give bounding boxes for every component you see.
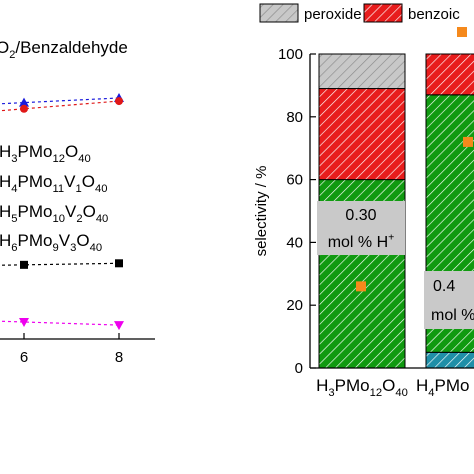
right-bar-chart: peroxide benzoic selectivity / % 0.30 mol …: [253, 3, 474, 399]
left-line-chart: O2/Benzaldehyde H3PMo12O40 H4PMo11V1O40 H5…: [0, 38, 155, 366]
data-point: [19, 97, 29, 107]
legend: H3PMo12O40 H4PMo11V1O40 H5PMo10V2O40 H6PMo9…: [0, 142, 108, 254]
legend-marker: [457, 27, 467, 37]
legend: peroxide benzoic: [259, 3, 460, 23]
series-line: [0, 320, 120, 326]
data-point: [19, 318, 29, 328]
series-line: [0, 262, 120, 266]
axes: 0 20 40 60 80 100: [278, 46, 474, 377]
data-point: [20, 104, 28, 113]
legend-swatch-hatch: [259, 3, 299, 23]
y-tick-label: 80: [286, 109, 303, 126]
bar-segment-hatch: [318, 53, 406, 90]
y-tick-label: 60: [286, 172, 303, 189]
points-group: [356, 27, 473, 292]
data-point: [463, 136, 473, 147]
legend-entry: H4PMo11V1O40: [0, 172, 107, 195]
data-point: [20, 260, 28, 269]
bar-segment-hatch: [318, 88, 406, 181]
legend-label: peroxide: [304, 6, 362, 23]
legend-entry: H5PMo10V2O40: [0, 202, 108, 225]
legend-swatch-hatch: [363, 3, 403, 23]
y-tick-label: 40: [286, 234, 303, 251]
annotation-box: [424, 271, 474, 329]
annotations: 0.30 mol % H+ 0.4 mol %: [317, 201, 474, 329]
data-point: [115, 97, 123, 106]
annotation-line1: 0.30: [345, 207, 376, 224]
y-axis-label: selectivity / %: [253, 166, 270, 257]
y-tick-label: 100: [278, 46, 303, 63]
x-tick-label: H4PMo: [416, 376, 470, 399]
series-line: [0, 97, 120, 105]
x-tick-label: H3PMo12O40: [316, 376, 408, 399]
legend-entry: H6PMo9V3O40: [0, 231, 102, 254]
data-point: [115, 259, 123, 268]
x-tick-label: 6: [20, 349, 28, 366]
data-point: [356, 281, 366, 292]
annotation-line1: 0.4: [433, 278, 455, 295]
annotation-line2: mol %: [431, 307, 474, 324]
data-point: [114, 321, 124, 331]
annotation-line2: mol % H+: [328, 232, 395, 251]
y-tick-label: 20: [286, 297, 303, 314]
x-tick-labels: H3PMo12O40 H4PMo: [316, 376, 469, 399]
bar-segment-hatch: [425, 351, 474, 369]
annotation-box: [317, 201, 405, 255]
y-tick-label: 0: [295, 360, 303, 377]
bar-segment-hatch: [425, 53, 474, 96]
chart-title: O2/Benzaldehyde: [0, 38, 128, 61]
series-group: [0, 92, 124, 331]
series-line: [0, 100, 120, 112]
legend-entry: H3PMo12O40: [0, 142, 91, 165]
x-tick-label: 8: [115, 349, 123, 366]
legend-label: benzoic: [408, 6, 460, 23]
